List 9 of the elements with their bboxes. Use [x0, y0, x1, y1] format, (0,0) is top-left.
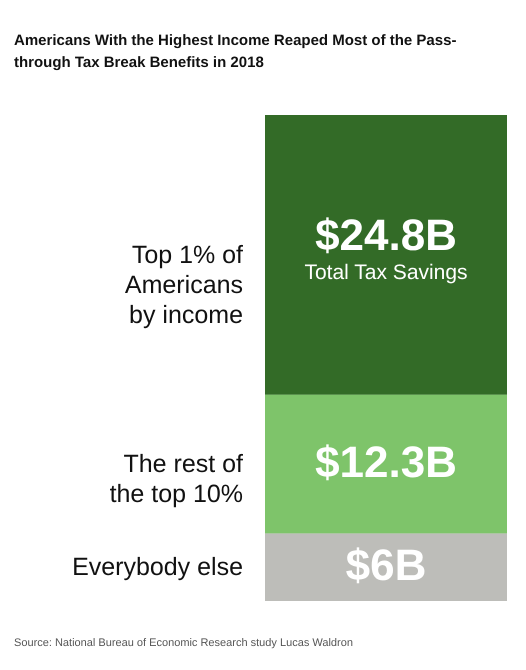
- data-label: $24.8B: [315, 210, 457, 260]
- data-label: $12.3B: [315, 438, 457, 487]
- annotation: Total Tax Savings: [304, 260, 468, 284]
- source-note: Source: National Bureau of Economic Research study Lucas Waldron: [14, 637, 353, 649]
- series-label: Everybody else: [72, 553, 243, 582]
- data-label: $6B: [346, 541, 426, 590]
- series-label: Top 1% of Americans by income: [124, 240, 244, 329]
- series-label: The rest of the top 10%: [110, 450, 244, 508]
- chart-title: Americans With the Highest Income Reaped Most of the Pass-through Tax Break Benefits in 2018: [14, 32, 456, 71]
